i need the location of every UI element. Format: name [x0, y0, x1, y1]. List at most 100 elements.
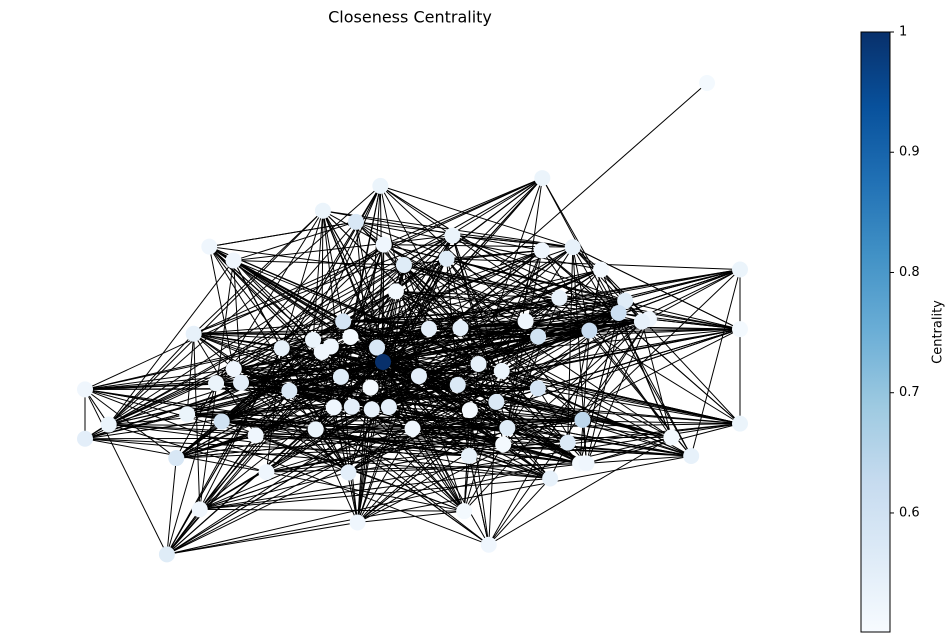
node — [529, 380, 546, 397]
colorbar-tick-label: 0.9 — [899, 145, 920, 160]
edge — [321, 244, 385, 353]
edge — [176, 406, 352, 459]
node — [499, 420, 516, 437]
edge — [330, 346, 335, 408]
edge — [199, 435, 257, 510]
edge — [233, 361, 384, 370]
edge — [382, 361, 471, 411]
node — [343, 398, 360, 415]
edge — [84, 388, 256, 436]
edge — [370, 370, 502, 389]
node — [732, 261, 748, 278]
edge — [412, 269, 741, 430]
edge — [187, 406, 334, 415]
node — [444, 227, 461, 244]
edge — [193, 333, 490, 546]
edge — [193, 333, 235, 370]
edge — [412, 428, 504, 445]
edge — [395, 290, 526, 322]
edge — [355, 221, 573, 248]
edge — [380, 185, 573, 248]
edge — [84, 375, 419, 390]
edge — [349, 185, 381, 338]
node — [281, 382, 298, 399]
node — [185, 325, 202, 342]
edge — [312, 339, 504, 445]
edge — [84, 388, 581, 464]
edge — [488, 478, 551, 546]
edge — [382, 361, 504, 445]
node — [233, 374, 250, 391]
node — [363, 401, 380, 418]
node — [633, 313, 650, 330]
node — [347, 213, 364, 230]
edge — [166, 336, 351, 555]
node — [438, 250, 455, 267]
edge — [193, 333, 504, 445]
edge — [208, 246, 235, 370]
edge — [428, 328, 569, 443]
node — [663, 429, 680, 446]
edge — [166, 363, 479, 555]
edge — [266, 419, 583, 473]
node — [395, 256, 412, 273]
edge — [558, 297, 692, 457]
edge — [176, 443, 504, 459]
edge — [209, 246, 581, 464]
node — [213, 413, 230, 430]
edge — [382, 250, 543, 363]
edge — [496, 401, 581, 464]
edge — [383, 244, 587, 464]
edge — [199, 508, 465, 512]
colorbar-tick-label: 1 — [899, 25, 907, 40]
node — [362, 379, 379, 396]
node — [699, 75, 715, 91]
node — [574, 411, 591, 428]
edge — [193, 177, 543, 335]
edge — [355, 221, 560, 299]
edge — [463, 444, 504, 512]
edge — [84, 389, 177, 459]
node — [380, 398, 397, 415]
node — [410, 368, 427, 385]
node — [495, 436, 512, 453]
edge — [586, 423, 741, 464]
node — [179, 406, 196, 423]
edge — [255, 434, 504, 445]
node — [201, 238, 218, 255]
edge — [537, 388, 587, 464]
node — [168, 450, 185, 467]
edge — [312, 268, 741, 341]
edge — [382, 291, 397, 363]
edge — [588, 269, 602, 331]
edge — [382, 361, 741, 425]
node — [533, 242, 550, 259]
edge — [488, 318, 650, 545]
edge — [403, 264, 741, 330]
edge — [382, 361, 672, 438]
edge — [541, 250, 619, 314]
edge — [586, 436, 672, 464]
edge — [84, 388, 489, 546]
edge — [233, 260, 242, 383]
edge — [382, 361, 465, 512]
node — [493, 362, 510, 379]
node — [470, 355, 487, 372]
node — [488, 393, 505, 410]
edge — [383, 244, 430, 329]
edge — [187, 413, 692, 457]
node — [732, 415, 748, 432]
colorbar — [860, 31, 891, 633]
edge — [600, 269, 672, 438]
edge — [233, 177, 543, 370]
edge — [166, 383, 217, 555]
edge — [357, 401, 497, 523]
edge — [199, 336, 351, 510]
edge — [502, 297, 560, 445]
node — [530, 328, 547, 345]
edge — [233, 260, 371, 388]
edge — [84, 244, 385, 440]
edge — [108, 424, 267, 473]
edge — [395, 291, 465, 512]
node — [461, 447, 478, 464]
